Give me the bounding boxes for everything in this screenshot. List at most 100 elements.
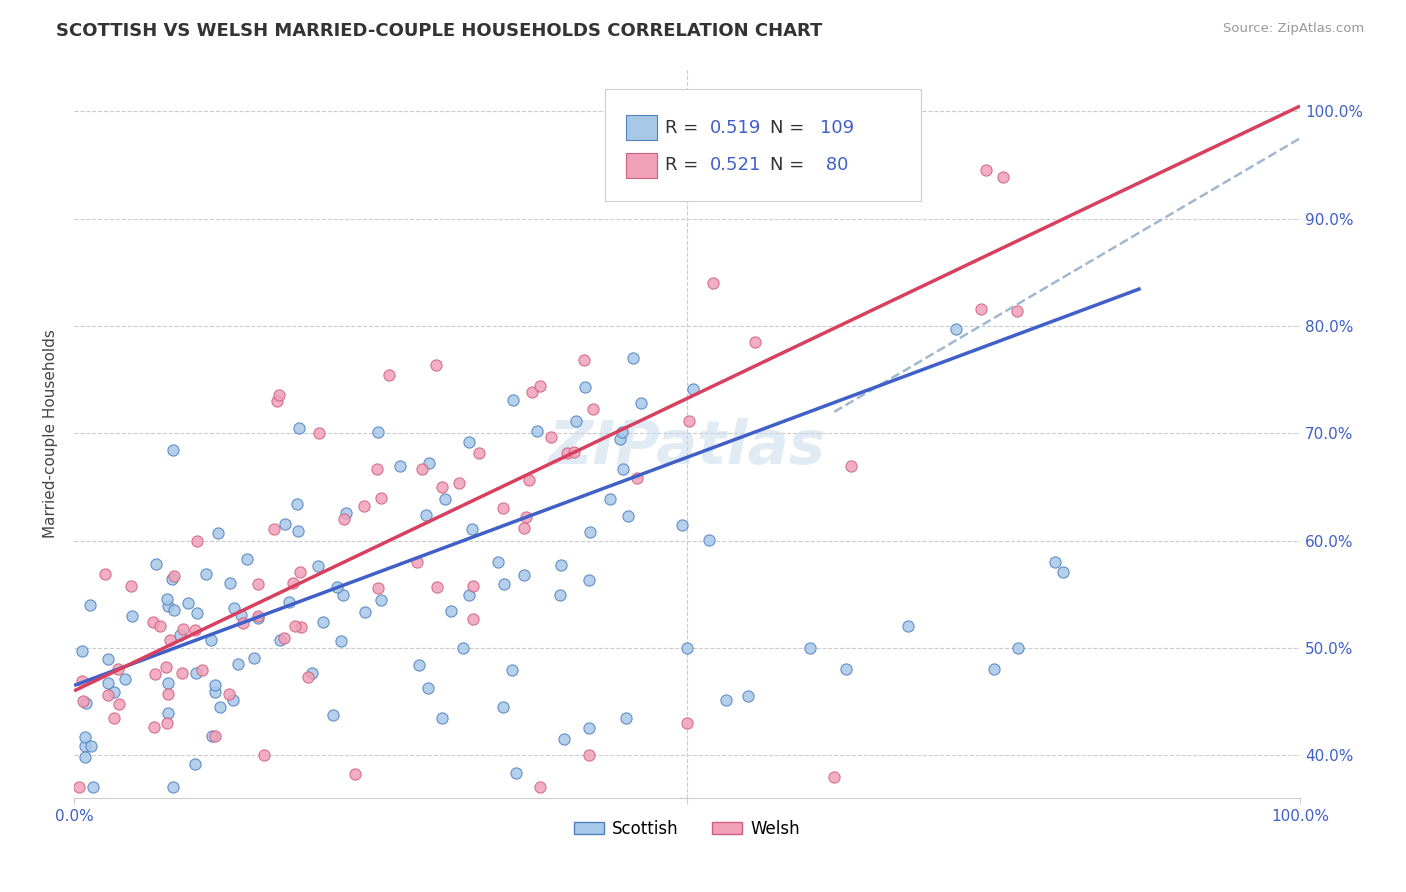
Point xyxy=(515,509,537,524)
Point xyxy=(142,615,165,629)
Point xyxy=(737,690,759,704)
Point xyxy=(682,382,704,396)
Point xyxy=(157,706,180,720)
Point xyxy=(332,589,354,603)
Y-axis label: Married-couple Households: Married-couple Households xyxy=(44,329,58,538)
Point xyxy=(461,578,484,592)
Point xyxy=(501,663,523,677)
Point xyxy=(526,424,548,438)
Point xyxy=(389,459,412,474)
Point xyxy=(75,731,97,745)
Point xyxy=(823,770,845,784)
Point xyxy=(458,434,481,449)
Point xyxy=(312,615,335,630)
Point xyxy=(449,476,471,491)
Text: 0.521: 0.521 xyxy=(710,156,762,174)
Point xyxy=(494,577,516,591)
Point xyxy=(540,430,562,444)
Point xyxy=(204,684,226,698)
Point xyxy=(411,461,433,475)
Point xyxy=(148,619,170,633)
Point xyxy=(94,567,117,582)
Point xyxy=(326,580,349,594)
Point xyxy=(288,566,311,580)
Point xyxy=(991,169,1014,184)
Point xyxy=(609,432,631,446)
Point xyxy=(273,631,295,645)
Point xyxy=(290,620,312,634)
Point xyxy=(253,747,276,762)
Point xyxy=(578,573,600,587)
Point xyxy=(103,711,125,725)
Point xyxy=(207,526,229,541)
Point xyxy=(744,335,766,350)
Point xyxy=(553,732,575,747)
Point xyxy=(574,380,596,394)
Point xyxy=(243,651,266,665)
Point xyxy=(835,662,858,676)
Point xyxy=(333,512,356,526)
Point xyxy=(329,634,352,648)
Point xyxy=(269,633,291,648)
Point xyxy=(75,750,97,764)
Point xyxy=(578,748,600,763)
Point xyxy=(714,693,737,707)
Point xyxy=(555,446,578,460)
Point xyxy=(787,179,810,194)
Point xyxy=(367,425,389,439)
Point xyxy=(1043,555,1066,569)
Point xyxy=(160,572,183,586)
Point xyxy=(678,414,700,428)
Point xyxy=(344,767,367,781)
Point xyxy=(273,516,295,531)
Point xyxy=(224,601,246,615)
Point xyxy=(121,609,143,624)
Point xyxy=(671,518,693,533)
Point xyxy=(72,694,94,708)
Point xyxy=(513,567,536,582)
Point xyxy=(155,660,177,674)
Point xyxy=(578,524,600,539)
Point xyxy=(287,524,309,538)
Point xyxy=(308,426,330,441)
Point xyxy=(614,711,637,725)
Point xyxy=(418,681,440,695)
Point xyxy=(97,675,120,690)
Point xyxy=(82,780,104,795)
Point xyxy=(288,421,311,435)
Point xyxy=(218,576,240,591)
Point xyxy=(247,611,270,625)
Point xyxy=(415,508,437,522)
Point xyxy=(630,396,652,410)
Legend: Scottish, Welsh: Scottish, Welsh xyxy=(567,814,807,845)
Point xyxy=(839,458,862,473)
Point xyxy=(162,780,184,795)
Point xyxy=(529,378,551,392)
Point xyxy=(229,607,252,622)
Point xyxy=(285,498,308,512)
Point xyxy=(458,588,481,602)
Point xyxy=(425,358,447,372)
Point xyxy=(97,652,120,666)
Point xyxy=(440,603,463,617)
Point xyxy=(247,609,270,624)
Point xyxy=(75,696,97,710)
Point xyxy=(221,693,243,707)
Text: N =: N = xyxy=(770,119,810,136)
Point xyxy=(301,666,323,681)
Point xyxy=(163,603,186,617)
Text: 0.519: 0.519 xyxy=(710,119,762,136)
Point xyxy=(263,522,285,536)
Point xyxy=(162,569,184,583)
Point xyxy=(520,384,543,399)
Point xyxy=(114,672,136,686)
Text: 109: 109 xyxy=(820,119,853,136)
Point xyxy=(226,657,249,671)
Point xyxy=(799,640,821,655)
Point xyxy=(200,632,222,647)
Point xyxy=(366,462,388,476)
Point xyxy=(621,351,644,365)
Point xyxy=(702,276,724,290)
Point xyxy=(408,657,430,672)
Point xyxy=(177,596,200,610)
